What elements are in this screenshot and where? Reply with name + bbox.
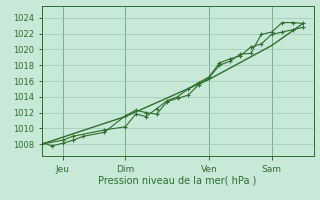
X-axis label: Pression niveau de la mer( hPa ): Pression niveau de la mer( hPa ) [99,175,257,185]
